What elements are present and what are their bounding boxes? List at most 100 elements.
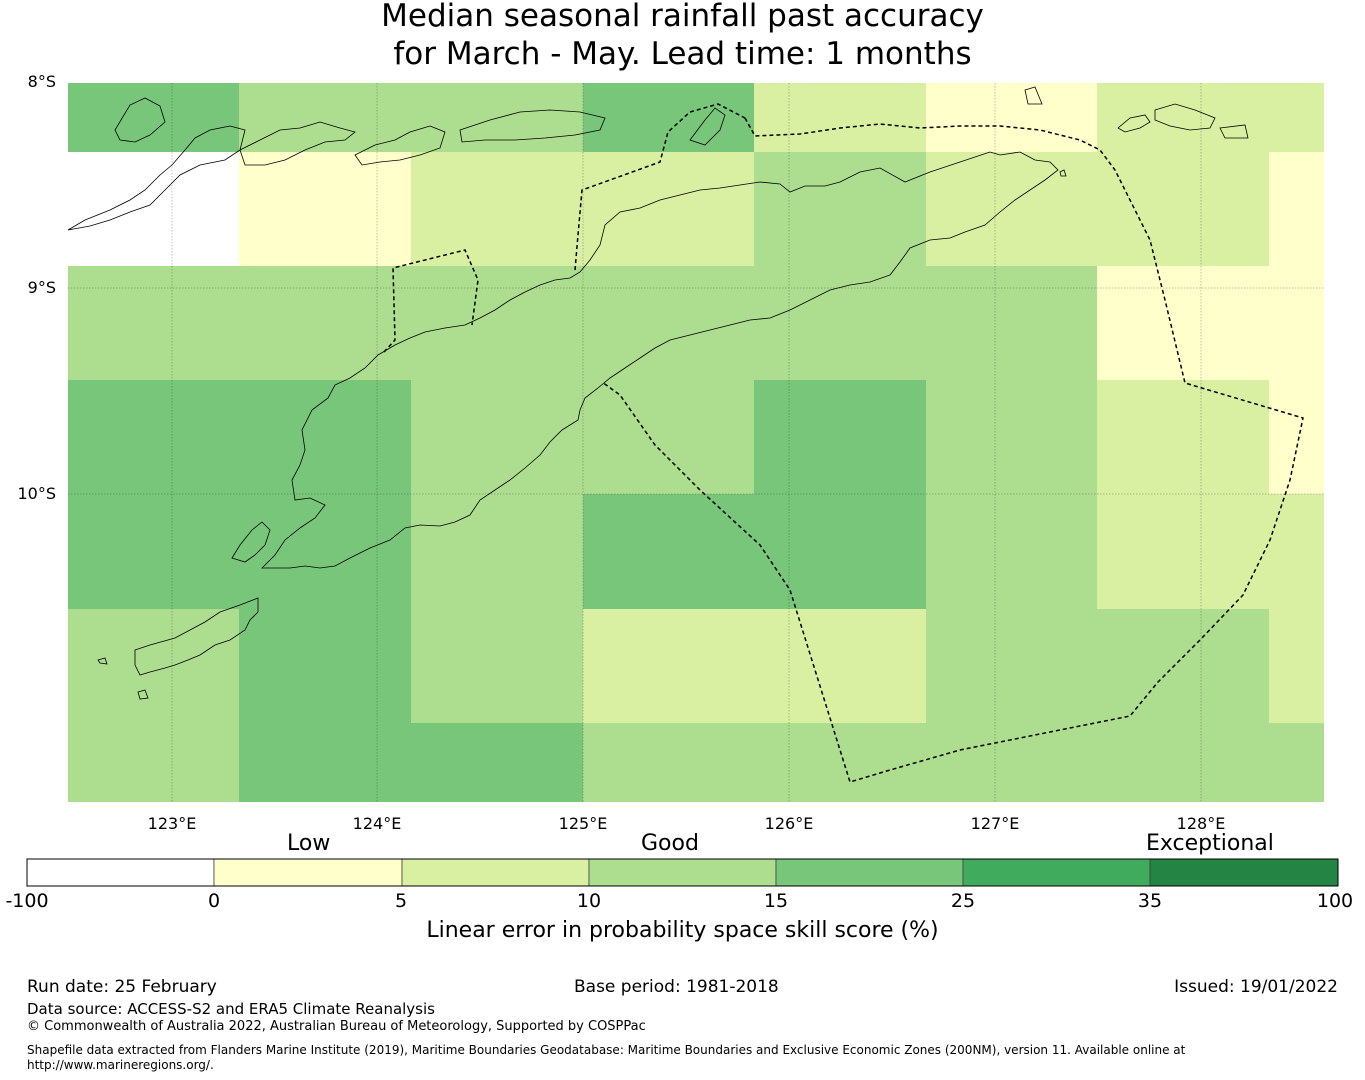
grid-cell: [754, 494, 926, 609]
grid-cell: [68, 609, 239, 723]
grid-cell: [754, 609, 926, 723]
copyright: © Commonwealth of Australia 2022, Austra…: [27, 1019, 646, 1034]
grid-cell: [583, 83, 754, 152]
flores-north-outline: [114, 97, 166, 143]
grid-cell: [1269, 83, 1324, 152]
grid-cell: [411, 266, 583, 380]
grid-cell: [926, 723, 1097, 802]
grid-cell: [754, 380, 926, 494]
category-label-good: Good: [641, 831, 699, 856]
babar-island-outline: [1117, 114, 1151, 133]
colorbar-title: Linear error in probability space skill …: [426, 918, 939, 943]
shapefile-credit-line-1: Shapefile data extracted from Flanders M…: [27, 1043, 1186, 1057]
colorbar-tick: 35: [1137, 890, 1163, 912]
grid-cell: [1097, 723, 1269, 802]
grid-cell: [926, 83, 1097, 152]
maritime-boundary: [383, 103, 1304, 783]
colorbar-segment: [588, 858, 777, 887]
lon-label-123e: 123°E: [147, 814, 197, 833]
grid-cell: [583, 152, 754, 266]
lon-label-127e: 127°E: [970, 814, 1020, 833]
grid-cell: [1097, 380, 1269, 494]
atauro-island-outline: [689, 107, 726, 146]
grid-cell: [1097, 266, 1269, 380]
grid-cell: [1097, 609, 1269, 723]
grid-cell: [583, 723, 754, 802]
alor-island-outline: [239, 121, 356, 166]
grid-cell: [926, 152, 1097, 266]
grid-cell: [239, 723, 411, 802]
grid-cell: [411, 83, 583, 152]
grid-cell: [1269, 380, 1324, 494]
map-panel: [67, 83, 1324, 802]
issued-date: Issued: 19/01/2022: [1174, 977, 1338, 997]
grid-cell: [411, 494, 583, 609]
small-island-outline: [1219, 124, 1249, 139]
colorbar-segment: [775, 858, 964, 887]
colorbar-tick: 100: [1316, 890, 1354, 912]
eez-boundary-east: [601, 117, 1304, 783]
wetang-island-outline: [1154, 103, 1216, 131]
grid-cell: [583, 609, 754, 723]
grid-cell: [68, 494, 239, 609]
grid-cell: [583, 494, 754, 609]
grid-cell: [1269, 494, 1324, 609]
semau-island-outline: [231, 521, 271, 563]
category-label-low: Low: [287, 831, 331, 856]
grid-cell: [68, 723, 239, 802]
colorbar-segment: [26, 858, 215, 887]
lat-label-10s: 10°S: [17, 484, 56, 503]
chart-title-line-2: for March - May. Lead time: 1 months: [393, 36, 972, 72]
run-date: Run date: 25 February: [27, 977, 217, 997]
wetar-island-outline: [459, 109, 606, 143]
coastline: [67, 86, 1249, 700]
lon-label-124e: 124°E: [352, 814, 402, 833]
grid-cell: [754, 152, 926, 266]
pantar-island-outline: [354, 125, 446, 166]
grid-cell: [239, 380, 411, 494]
chart-title-line-1: Median seasonal rainfall past accuracy: [381, 0, 984, 34]
grid-cell: [926, 380, 1097, 494]
grid-cell: [68, 380, 239, 494]
grid-cell: [68, 152, 239, 266]
colorbar-segment: [962, 858, 1151, 887]
grid-cell: [68, 83, 239, 152]
grid-cell: [411, 723, 583, 802]
small-island-outline: [137, 689, 149, 700]
eez-boundary-north: [574, 103, 746, 271]
colorbar-segments: [26, 858, 1339, 887]
grid-cell: [1269, 266, 1324, 380]
grid-cell: [239, 609, 411, 723]
grid-cell: [411, 380, 583, 494]
grid-cell: [926, 494, 1097, 609]
lon-label-126e: 126°E: [764, 814, 814, 833]
grid-cell: [1097, 494, 1269, 609]
grid-cell: [754, 723, 926, 802]
grid-cell: [239, 266, 411, 380]
grid-cell: [926, 266, 1097, 380]
grid-cell: [1097, 152, 1269, 266]
grid-cell: [1269, 609, 1324, 723]
grid-cell: [583, 266, 754, 380]
lat-label-8s: 8°S: [27, 72, 56, 91]
base-period: Base period: 1981-2018: [574, 977, 779, 997]
grid-cell: [754, 266, 926, 380]
grid-cell: [926, 609, 1097, 723]
flores-island-outline: [67, 125, 246, 231]
graticule: [68, 83, 1324, 802]
grid-cell: [411, 152, 583, 266]
colorbar-frame: [26, 858, 1339, 887]
category-label-exceptional: Exceptional: [1146, 831, 1274, 856]
small-island-outline: [1059, 169, 1067, 177]
rote-island-outline: [134, 597, 259, 676]
colorbar-tick: 5: [394, 890, 408, 912]
grid-cell: [754, 83, 926, 152]
colorbar-tick: 0: [207, 890, 221, 912]
grid-cell: [239, 83, 411, 152]
small-island-outline: [97, 657, 108, 665]
colorbar-tick: -100: [5, 890, 49, 912]
grid-cell: [239, 494, 411, 609]
colorbar-segment: [213, 858, 403, 887]
shapefile-credit-line-2: http://www.marineregions.org/.: [27, 1058, 214, 1072]
colorbar-segment: [1149, 858, 1339, 887]
